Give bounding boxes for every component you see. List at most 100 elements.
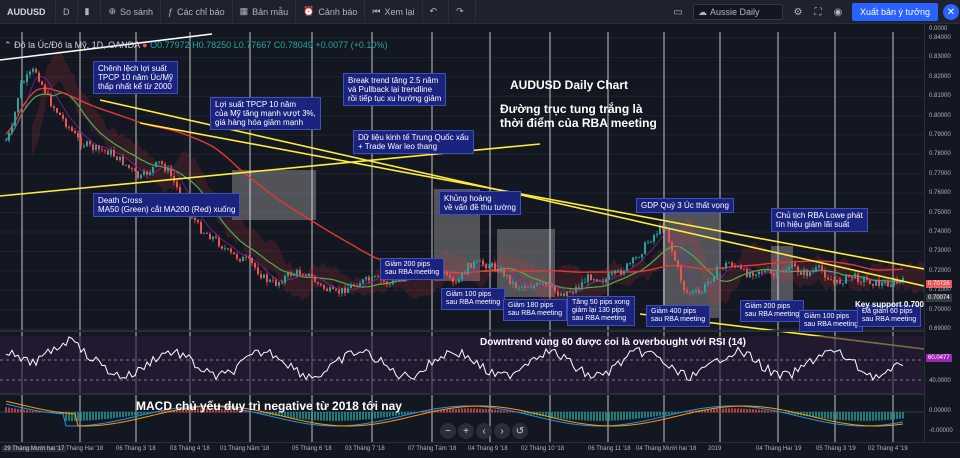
candle-body: [362, 279, 364, 284]
symbol-search[interactable]: AUDUSD: [0, 0, 56, 24]
annotation-us-yield[interactable]: Lợi suất TPCP 10 năm của Mỹ tăng mạnh vư…: [210, 97, 321, 130]
macd-bar: [785, 412, 787, 414]
candle-body: [356, 285, 358, 287]
annotation-rba-drop[interactable]: Giảm 200 pips sau RBA meeting: [380, 258, 445, 280]
redo-button[interactable]: ↷: [449, 0, 476, 24]
camera-icon[interactable]: ◉: [833, 6, 843, 18]
macd-bar: [218, 408, 220, 413]
legend-arrow-icon[interactable]: ⌃: [4, 40, 12, 50]
macd-bar: [56, 412, 58, 414]
indicators-label: Các chỉ báo: [177, 6, 225, 17]
candle-body: [134, 168, 136, 172]
interval-button[interactable]: D: [56, 0, 78, 24]
macd-bar: [839, 412, 841, 420]
macd-line: [5, 403, 904, 427]
macd-bar: [542, 412, 544, 417]
annotation-crisis[interactable]: Khủng hoảng về vấn đề thu tường: [439, 191, 521, 215]
macd-pane: [0, 400, 924, 427]
annotation-rba-drop[interactable]: Giảm 400 pips sau RBA meeting: [646, 305, 711, 327]
macd-bar: [626, 412, 628, 420]
time-axis-label: 04 Tháng 9 '18: [468, 446, 508, 452]
candle-body: [98, 145, 100, 150]
scroll-left-button[interactable]: ‹: [476, 423, 492, 439]
scroll-right-button[interactable]: ›: [494, 423, 510, 439]
macd-bar: [212, 408, 214, 413]
candle-body: [794, 263, 796, 267]
settings-icon[interactable]: ⚙: [793, 6, 803, 18]
alert-button[interactable]: ⏰ Cảnh báo: [296, 0, 366, 24]
ichimoku-cloud: [32, 49, 924, 309]
annotation-key-support[interactable]: Key support 0.700: [855, 300, 924, 309]
indicators-button[interactable]: ƒ Các chỉ báo: [161, 0, 233, 24]
close-icon[interactable]: ✕: [943, 4, 959, 20]
annotation-rba-drop[interactable]: Đã giảm 60 pips sau RBA meeting: [857, 305, 922, 327]
macd-bar: [830, 412, 832, 420]
macd-bar: [440, 409, 442, 413]
templates-button[interactable]: ▦ Bản mẫu: [233, 0, 297, 24]
annotation-gdp[interactable]: GDP Quý 3 Úc thất vọng: [636, 198, 734, 213]
publish-button[interactable]: Xuất bản ý tưởng: [852, 3, 938, 21]
top-toolbar: AUDUSD D ▮ ⊕ So sánh ƒ Các chỉ báo ▦ Bản mẫ…: [0, 0, 960, 24]
zoom-in-button[interactable]: +: [458, 423, 474, 439]
annotation-rba-drop[interactable]: Giảm 100 pips sau RBA meeting: [441, 288, 506, 310]
candle-body: [281, 282, 283, 284]
undo-button[interactable]: ↶: [423, 0, 450, 24]
annotation-rba-drop[interactable]: Tăng 50 pips xong giảm lại 130 pips sau …: [567, 296, 635, 326]
macd-bar: [473, 408, 475, 413]
macd-bar: [551, 412, 553, 418]
layout-search[interactable]: ☁ Aussie Daily: [693, 4, 784, 20]
candle-body: [557, 291, 559, 296]
annotation-break-trend[interactable]: Break trend tăng 2.5 năm và Pullback lại…: [343, 73, 447, 106]
annotation-death-cross[interactable]: Death Cross MA50 (Green) cắt MA200 (Red)…: [93, 193, 241, 217]
macd-bar: [707, 409, 709, 413]
annotation-rba-drop[interactable]: Giảm 180 pips sau RBA meeting: [503, 299, 568, 321]
candle-body: [251, 257, 253, 264]
time-axis[interactable]: 29 Tháng Mười hai '17 Tháng Hai '18 06 Thá…: [0, 442, 960, 458]
macd-bar: [752, 409, 754, 413]
time-axis-label: 03 Tháng 7 '18: [345, 446, 385, 452]
candle-body: [671, 242, 673, 252]
candle-body: [629, 263, 631, 264]
candle-body: [638, 257, 640, 259]
macd-bar: [71, 412, 73, 421]
fullscreen-icon[interactable]: ⛶: [814, 6, 822, 18]
candle-body: [278, 282, 280, 286]
candle-body: [29, 71, 31, 75]
layout-icon[interactable]: ▭: [673, 6, 683, 18]
replay-button[interactable]: ⏮ Xem lại: [365, 0, 423, 24]
macd-bar: [98, 412, 100, 420]
macd-bar: [635, 412, 637, 419]
chart-type-button[interactable]: ▮: [78, 0, 102, 24]
chart-canvas[interactable]: [0, 24, 924, 442]
candle-body: [314, 277, 316, 283]
macd-bar: [38, 411, 40, 413]
zoom-out-button[interactable]: −: [440, 423, 456, 439]
candles: [5, 67, 904, 298]
macd-bar: [467, 408, 469, 413]
candle-body: [335, 288, 337, 291]
annotation-rba-lowe[interactable]: Chủ tịch RBA Lowe phát tín hiệu giảm lãi…: [771, 208, 868, 232]
macd-bar: [791, 412, 793, 415]
annotation-china-data[interactable]: Dữ liệu kinh tế Trung Quốc xấu + Trade W…: [353, 130, 474, 154]
reset-button[interactable]: ↺: [512, 423, 528, 439]
candle-body: [749, 272, 751, 278]
price-axis[interactable]: 0.0000 0.70726 0.70074 60.0477 40.0000 0…: [924, 24, 960, 442]
macd-bar: [863, 412, 865, 421]
macd-bar: [185, 408, 187, 413]
macd-bar: [161, 411, 163, 413]
chart-nav-buttons: − + ‹ › ↺: [440, 423, 528, 439]
candle-body: [80, 137, 82, 147]
macd-bar: [857, 412, 859, 421]
macd-bar: [11, 408, 13, 413]
candle-body: [566, 291, 568, 296]
annotation-rba-drop[interactable]: Giảm 100 pips sau RBA meeting: [799, 310, 864, 332]
price-axis-label: 0.83000: [929, 54, 951, 61]
candle-body: [617, 270, 619, 271]
annotation-rba-drop[interactable]: Giảm 200 pips sau RBA meeting: [740, 300, 805, 322]
candle-body: [65, 118, 67, 127]
macd-bar: [620, 412, 622, 421]
macd-bar: [293, 412, 295, 419]
compare-button[interactable]: ⊕ So sánh: [101, 0, 162, 24]
annotation-yield-spread[interactable]: Chênh lệch lợi suất TPCP 10 năm Úc/Mỹ th…: [93, 61, 178, 94]
macd-bar: [803, 412, 805, 416]
